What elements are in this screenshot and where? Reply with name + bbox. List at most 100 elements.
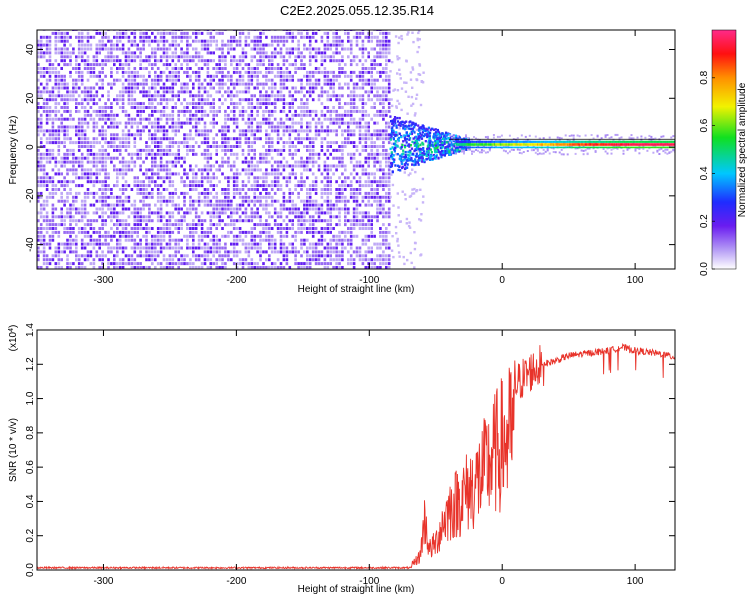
spectrogram-cell — [162, 125, 166, 129]
spectrogram-cell — [60, 207, 63, 211]
spectrogram-cell — [186, 152, 189, 156]
spectrogram-cell — [165, 133, 169, 137]
spectrogram-cell — [379, 203, 382, 207]
spectrogram-cell — [294, 55, 297, 59]
spectrogram-cell — [285, 262, 289, 266]
spectrogram-cell — [311, 109, 315, 113]
spectrogram-cell — [344, 246, 347, 250]
spectrogram-cell — [142, 74, 145, 78]
spectrogram-cell — [127, 129, 131, 133]
spectrogram-cell — [57, 125, 61, 129]
spectrogram-cell — [373, 156, 376, 160]
spectrogram-cell — [215, 70, 218, 74]
spectrogram-cell — [186, 55, 189, 59]
spectrogram-cell — [300, 219, 303, 223]
spectrogram-cell — [80, 98, 84, 102]
spectrogram-cell — [156, 207, 160, 211]
spectrogram-cell — [379, 211, 382, 215]
spectrogram-cell — [329, 250, 332, 254]
spectrogram-cell — [300, 137, 303, 141]
spectrogram-cell — [180, 262, 183, 266]
spectrogram-cell — [268, 227, 271, 230]
spectrogram-cell — [276, 70, 280, 74]
spectrogram-cell — [273, 106, 277, 109]
spectrogram-cell — [329, 176, 332, 180]
spectrogram-cell — [349, 141, 353, 145]
spectrogram-cell — [156, 67, 160, 70]
spectrogram-cell — [349, 242, 353, 246]
spectrogram-cell — [72, 238, 75, 242]
spectrogram-cell — [250, 164, 254, 168]
spectrogram-cell — [361, 39, 365, 43]
spectrogram-cell — [303, 180, 306, 184]
spectrogram-cell — [177, 223, 180, 227]
spectrogram-cell — [367, 223, 370, 227]
spectrogram-cell — [294, 207, 297, 211]
spectrogram-cell — [364, 133, 368, 137]
spectrogram-cell — [227, 70, 230, 74]
spectrogram-cell — [121, 70, 125, 74]
spectrogram-cell — [347, 242, 350, 246]
spectrogram-cell — [66, 180, 69, 184]
spectrogram-cell — [183, 215, 186, 219]
spectrogram-cell — [136, 211, 139, 215]
spectrogram-cell — [391, 104, 394, 108]
spectrogram-cell — [168, 43, 172, 47]
spectrogram-cell — [288, 31, 292, 35]
spectrogram-cell — [66, 117, 69, 121]
spectrogram-cell — [75, 67, 78, 70]
spectrogram-cell — [48, 176, 52, 180]
spectrogram-cell — [361, 172, 365, 176]
spectrogram-cell — [83, 172, 87, 176]
spectrogram-cell — [104, 31, 107, 35]
spectrogram-cell — [270, 199, 274, 203]
spectrogram-cell — [124, 262, 128, 266]
spectrogram-cell — [230, 59, 233, 63]
spectrogram-cell — [133, 152, 137, 156]
spectrogram-cell — [171, 109, 175, 113]
spectrogram-cell — [183, 156, 186, 160]
spectrogram-cell — [156, 152, 160, 156]
spectrogram-cell — [148, 180, 151, 184]
spectrogram-cell — [180, 223, 183, 227]
spectrogram-cell — [139, 227, 142, 230]
spectrogram-cell — [145, 90, 148, 94]
spectrogram-cell — [177, 152, 180, 156]
spectrogram-cell — [89, 254, 93, 258]
spectrogram-cell — [83, 106, 87, 109]
spectrogram-cell — [177, 219, 180, 223]
spectrogram-cell — [48, 227, 52, 230]
spectrogram-cell — [367, 98, 370, 102]
spectrogram-cell — [189, 246, 192, 250]
spectrogram-cell — [159, 74, 163, 78]
spectrogram-cell — [89, 94, 93, 98]
spectrogram-cell — [45, 160, 49, 164]
spectrogram-cell — [370, 70, 373, 74]
spectrogram-cell — [276, 35, 280, 39]
spectrogram-cell — [235, 70, 239, 74]
spectrogram-cell — [69, 246, 72, 250]
spectrogram-cell — [156, 262, 160, 266]
spectrogram-cell — [390, 173, 393, 176]
spectrogram-cell — [387, 191, 391, 195]
spectrogram-cell — [308, 199, 312, 203]
spectrogram-cell — [379, 113, 382, 117]
spectrogram-cell — [262, 47, 265, 51]
spectrogram-cell — [89, 74, 93, 78]
spectrogram-cell — [285, 39, 289, 43]
spectrogram-cell — [83, 246, 87, 250]
spectrogram-cell — [224, 148, 227, 152]
spectrogram-cell — [232, 176, 236, 180]
spectrogram-cell — [276, 180, 280, 184]
spectrogram-cell — [212, 117, 215, 121]
spectrogram-cell — [212, 98, 215, 102]
spectrogram-cell — [174, 246, 177, 250]
spectrogram-cell — [361, 63, 365, 67]
spectrogram-cell — [314, 125, 318, 129]
spectrogram-cell — [145, 82, 148, 86]
spectrogram-cell — [259, 203, 262, 207]
spectrogram-cell — [227, 164, 230, 168]
spectrogram-cell — [154, 121, 157, 125]
spectrogram-cell — [192, 262, 195, 266]
spectrogram-cell — [186, 133, 189, 137]
